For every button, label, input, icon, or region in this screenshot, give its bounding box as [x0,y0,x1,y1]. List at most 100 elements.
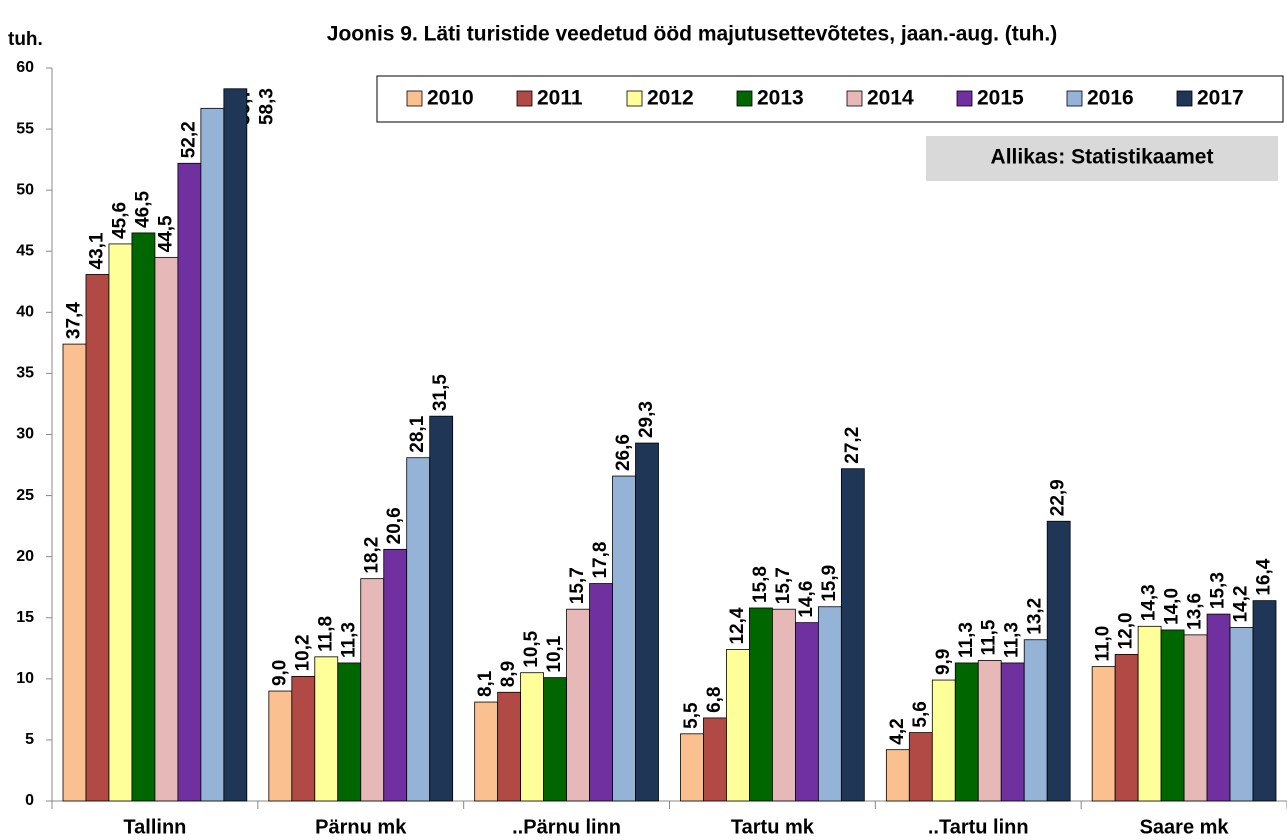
bar [794,622,819,802]
x-tick-label: Tallinn [123,816,186,838]
bar [1252,600,1277,802]
legend-swatch [846,90,863,107]
value-label: 20,6 [384,507,405,544]
value-label: 22,9 [1048,479,1069,516]
value-label: 12,4 [727,607,748,644]
bar [566,608,590,802]
bar [85,274,110,802]
bar [680,733,704,802]
bar [497,691,522,802]
x-tick-label: Tartu mk [731,816,815,838]
bar [337,662,362,802]
y-tick-label: 25 [16,487,34,504]
x-tick-label: Saare mk [1140,816,1230,838]
bar [177,162,202,802]
annotation: Allikas: Statistikaamet [991,146,1214,169]
value-label: 15,9 [819,565,840,602]
bar [131,232,156,802]
value-label: 15,3 [1208,572,1229,609]
legend-swatch [516,90,533,107]
bar [1046,520,1071,802]
bar [589,583,613,802]
y-tick-label: 50 [16,181,34,198]
legend-label: 2010 [427,87,474,110]
bar [1160,629,1185,802]
y-tick-label: 20 [16,548,34,565]
value-label: 5,5 [681,702,702,729]
value-label: 6,8 [704,687,725,713]
y-tick-label: 15 [16,609,34,626]
y-tick-label: 40 [16,304,34,321]
value-label: 8,1 [475,670,496,697]
bar [360,578,385,802]
y-tick-label: 55 [16,120,34,137]
bar [726,649,750,802]
value-label: 15,8 [750,566,771,603]
bar [383,548,408,802]
x-tick-label: ..Tartu linn [928,816,1029,838]
bar [62,343,87,802]
y-tick-label: 60 [16,59,34,76]
value-label: 11,8 [315,616,336,652]
value-label: 11,5 [979,619,1000,655]
value-label: 26,6 [613,434,634,471]
bar [1114,654,1139,802]
value-label: 44,5 [155,215,176,252]
legend-swatch [626,90,643,107]
legend-label: 2013 [757,87,804,110]
value-label: 4,2 [887,718,908,744]
bar [154,256,179,802]
bar [291,675,316,802]
value-label: 18,2 [361,537,382,574]
value-label: 11,3 [1002,622,1023,658]
bar [200,107,225,802]
value-label: 31,5 [430,374,451,411]
value-label: 15,7 [567,567,588,604]
bar [612,475,636,802]
bar [268,690,293,802]
bar [520,672,545,802]
bar [223,88,248,802]
bar [931,679,956,802]
legend-label: 2011 [537,87,583,110]
x-tick-label: ..Pärnu linn [512,816,621,838]
value-label: 15,7 [773,567,794,604]
x-tick-label: Pärnu mk [315,816,407,838]
value-label: 10,5 [521,630,542,667]
bar [840,468,865,802]
value-label: 46,5 [132,191,153,228]
bar [108,243,133,802]
value-label: 52,2 [178,121,199,158]
bar [1183,634,1208,802]
value-label: 37,4 [64,302,85,339]
bar [314,656,339,802]
bar [954,662,979,802]
bar [474,701,499,802]
bar [1206,613,1231,802]
bar [749,607,773,802]
value-label: 5,6 [910,701,931,727]
bar [1023,639,1048,802]
value-label: 9,9 [933,649,954,675]
value-label: 14,6 [796,581,817,618]
legend-label: 2017 [1197,87,1244,110]
value-label: 14,2 [1231,586,1252,623]
bar [1229,627,1254,802]
value-label: 14,3 [1139,584,1160,621]
bar [635,442,659,802]
y-tick-label: 45 [16,242,34,259]
legend-label: 2016 [1087,87,1134,110]
legend-box [376,75,1284,123]
value-label: 13,2 [1025,598,1046,635]
value-label: 43,1 [86,232,107,269]
y-tick-label: 30 [16,426,34,443]
legend-label: 2014 [867,87,914,110]
y-tick-label: 0 [25,792,34,809]
bar [1091,666,1116,802]
legend-label: 2015 [977,87,1024,110]
bar [817,606,842,802]
value-label: 13,6 [1185,593,1206,630]
bar [908,732,933,802]
value-label: 16,4 [1254,558,1275,595]
